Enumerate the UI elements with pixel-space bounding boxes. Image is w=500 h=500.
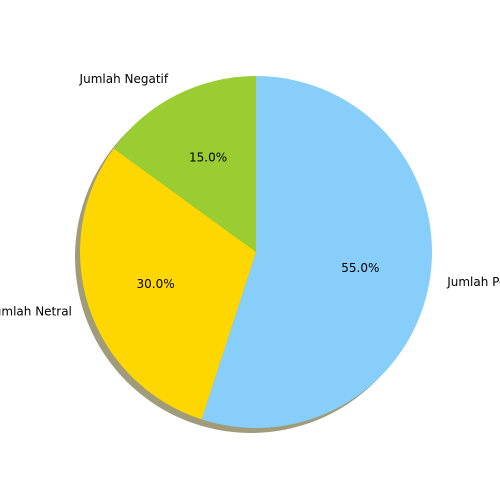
category-label: Jumlah Netral: [0, 304, 72, 318]
category-label: Jumlah Positif: [446, 275, 500, 289]
percent-label: 55.0%: [341, 261, 379, 275]
pie-labels: Jumlah Positif 55.0% Jumlah Netral 30.0% Jum…: [0, 72, 500, 318]
pie-slice-jumlah-netral: [79, 148, 256, 420]
category-label: Jumlah Negatif: [79, 72, 169, 86]
percent-label: 30.0%: [137, 277, 175, 291]
percent-label: 15.0%: [189, 150, 227, 164]
pie-slice-jumlah-positif: [201, 76, 433, 429]
pie-slices: [79, 76, 433, 429]
pie-slice-jumlah-negatif: [113, 76, 256, 252]
